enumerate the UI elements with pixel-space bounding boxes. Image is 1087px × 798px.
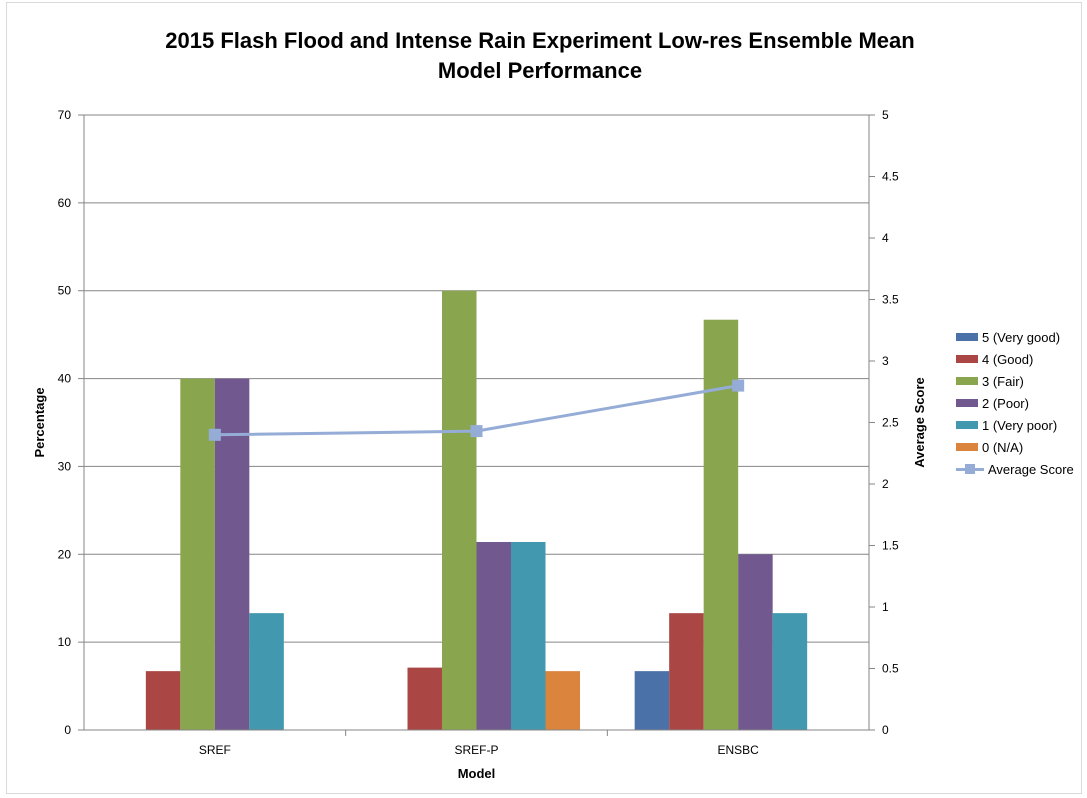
y-tick-label: 40 xyxy=(58,372,72,386)
legend-label: Average Score xyxy=(988,461,1074,477)
y2-tick-label: 3 xyxy=(882,354,889,368)
legend-swatch xyxy=(956,399,978,407)
y2-tick-label: 2 xyxy=(882,477,889,491)
legend-swatch xyxy=(956,377,978,385)
average-score-point xyxy=(470,425,483,438)
legend-label: 1 (Very poor) xyxy=(982,417,1058,433)
y-tick-label: 70 xyxy=(58,108,72,122)
y-tick-label: 60 xyxy=(58,196,72,210)
x-tick-label: ENSBC xyxy=(717,743,759,757)
bar xyxy=(511,541,546,730)
y-tick-label: 30 xyxy=(58,459,72,473)
y-tick-label: 10 xyxy=(58,635,72,649)
average-score-point xyxy=(208,428,221,441)
legend-label: 5 (Very good) xyxy=(982,329,1061,345)
bar xyxy=(669,613,704,730)
legend-swatch xyxy=(956,355,978,363)
bar xyxy=(545,671,580,730)
y-axis-title: Percentage xyxy=(32,387,47,457)
legend-swatch xyxy=(956,443,978,451)
chart-title-line1: 2015 Flash Flood and Intense Rain Experi… xyxy=(165,28,915,53)
legend-line-swatch xyxy=(956,464,984,474)
y-tick-label: 20 xyxy=(58,547,72,561)
y2-tick-label: 4.5 xyxy=(882,170,899,184)
y-tick-label: 50 xyxy=(58,284,72,298)
bar xyxy=(442,290,477,730)
bar xyxy=(145,671,181,730)
legend-label: 4 (Good) xyxy=(982,351,1034,367)
y2-tick-label: 1 xyxy=(882,600,889,614)
bar xyxy=(407,667,442,730)
y2-tick-label: 4 xyxy=(882,231,889,245)
y2-tick-label: 1.5 xyxy=(882,539,899,553)
y2-axis-title: Average Score xyxy=(912,377,927,468)
legend-swatch xyxy=(956,421,978,429)
legend-item: 0 (N/A) xyxy=(956,436,1074,458)
y2-tick-label: 2.5 xyxy=(882,416,899,430)
bar xyxy=(738,554,773,730)
legend-item: 2 (Poor) xyxy=(956,392,1074,414)
y2-tick-label: 3.5 xyxy=(882,293,899,307)
bar xyxy=(772,613,808,730)
chart-frame xyxy=(6,2,1082,794)
y-tick-label: 0 xyxy=(64,723,71,737)
y2-tick-label: 5 xyxy=(882,108,889,122)
legend-item: 3 (Fair) xyxy=(956,370,1074,392)
legend-label: 0 (N/A) xyxy=(982,439,1024,455)
legend-item: 1 (Very poor) xyxy=(956,414,1074,436)
legend: 5 (Very good) 4 (Good) 3 (Fair) 2 (Poor) 1 (… xyxy=(956,326,1074,480)
chart-title-line2: Model Performance xyxy=(437,58,643,83)
legend-label: 3 (Fair) xyxy=(982,373,1024,389)
chart-title: 2015 Flash Flood and Intense Rain Experi… xyxy=(40,26,1040,86)
bar xyxy=(476,541,511,730)
bar xyxy=(249,613,284,730)
legend-label: 2 (Poor) xyxy=(982,395,1029,411)
y2-tick-label: 0 xyxy=(882,723,889,737)
legend-item: 4 (Good) xyxy=(956,348,1074,370)
legend-item: 5 (Very good) xyxy=(956,326,1074,348)
y2-tick-label: 0.5 xyxy=(882,662,899,676)
x-axis-title: Model xyxy=(458,766,496,781)
x-tick-label: SREF xyxy=(199,743,231,757)
legend-swatch xyxy=(956,333,978,341)
average-score-point xyxy=(732,379,745,392)
bar xyxy=(634,671,670,730)
x-tick-label: SREF-P xyxy=(454,743,498,757)
legend-item: Average Score xyxy=(956,458,1074,480)
